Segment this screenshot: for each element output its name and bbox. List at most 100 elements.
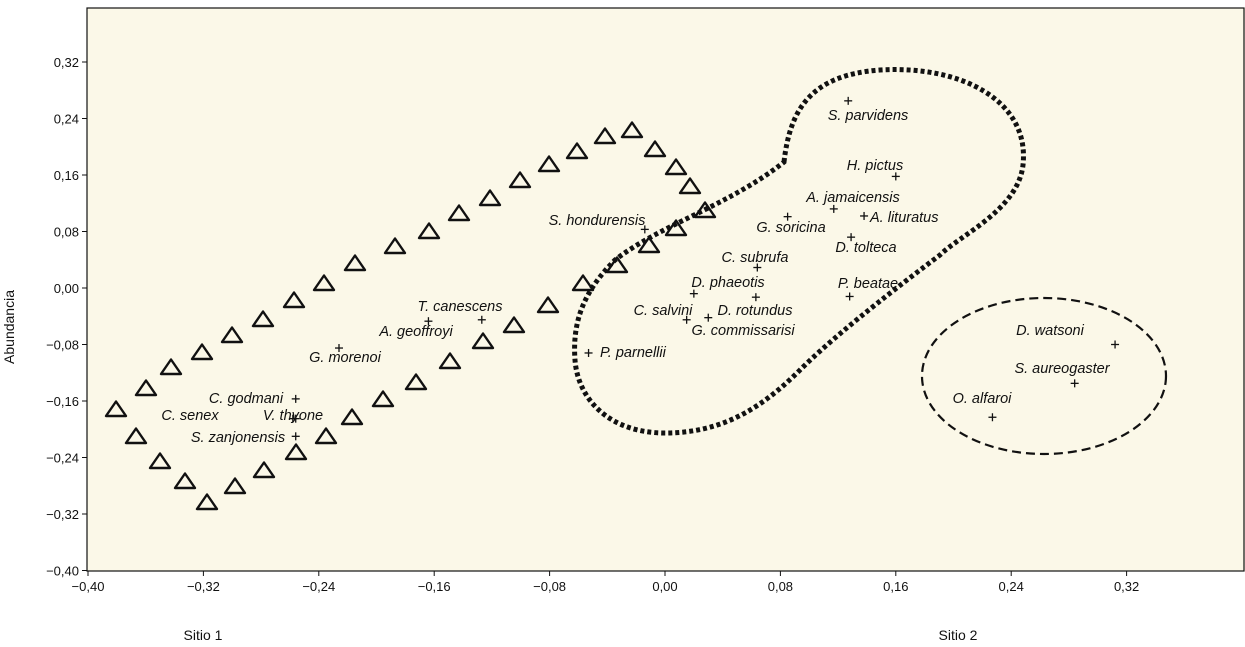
data-point — [682, 315, 691, 324]
y-tick-label: 0,24 — [54, 112, 79, 127]
point-label: D. rotundus — [718, 303, 793, 319]
triangle-marker — [678, 177, 702, 195]
x-tick-label: −0,16 — [418, 579, 451, 594]
data-point — [860, 211, 869, 220]
triangle-marker — [173, 472, 197, 490]
point-label: D. phaeotis — [691, 275, 764, 291]
site2-dashed-ellipse — [920, 296, 1168, 456]
triangle-marker — [148, 452, 172, 470]
triangle-marker — [620, 121, 644, 139]
triangle-marker — [371, 390, 395, 408]
point-label: C. godmani — [209, 391, 284, 407]
point-label: C. subrufa — [722, 250, 789, 266]
triangle-marker — [134, 379, 158, 397]
x-axis-title-left: Sitio 1 — [184, 627, 223, 643]
point-label: D. tolteca — [835, 240, 896, 256]
data-point — [891, 172, 900, 181]
triangle-marker — [159, 358, 183, 376]
data-point — [424, 317, 433, 326]
dotted-group-boundary — [572, 67, 1026, 436]
triangle-marker — [537, 155, 561, 173]
data-point — [844, 96, 853, 105]
triangle-marker — [223, 477, 247, 495]
point-label: O. alfaroi — [953, 391, 1013, 407]
triangle-marker — [340, 408, 364, 426]
data-point — [291, 414, 300, 423]
x-tick-label: 0,32 — [1114, 579, 1139, 594]
plot-background — [87, 8, 1245, 571]
data-point — [291, 432, 300, 441]
x-tick-label: 0,00 — [652, 579, 677, 594]
y-tick-label: 0,00 — [54, 281, 79, 296]
triangle-marker — [190, 343, 214, 361]
data-point — [689, 289, 698, 298]
point-label: C. salvini — [634, 303, 694, 319]
data-point — [829, 204, 838, 213]
triangle-marker — [383, 237, 407, 255]
triangle-marker — [343, 254, 367, 272]
triangle-marker — [643, 140, 667, 158]
point-label: P. beatae — [838, 276, 898, 292]
point-label: V. thyone — [263, 408, 323, 424]
y-tick-label: 0,32 — [54, 55, 79, 70]
y-tick-label: 0,16 — [54, 168, 79, 183]
point-label: A. lituratus — [869, 210, 939, 226]
x-axis: −0,40 −0,32 −0,24 −0,16 −0,08 0,00 0,08 0,16 0,2… — [72, 571, 1139, 594]
y-tick-label: −0,08 — [46, 338, 79, 353]
point-label: P. parnellii — [600, 345, 667, 361]
x-axis-title-right: Sitio 2 — [939, 627, 978, 643]
triangle-marker — [251, 310, 275, 328]
species-labels: S. parvidens H. pictus A. jamaicensis A. li… — [161, 108, 1110, 446]
point-label: G. commissarisi — [691, 323, 795, 339]
point-label: G. morenoi — [309, 350, 381, 366]
data-point — [783, 212, 792, 221]
point-label: S. parvidens — [828, 108, 909, 124]
triangle-marker — [124, 427, 148, 445]
triangle-marker — [404, 373, 428, 391]
x-tick-label: 0,08 — [768, 579, 793, 594]
triangle-marker — [447, 204, 471, 222]
triangle-marker — [536, 296, 560, 314]
data-point — [1070, 379, 1079, 388]
triangle-marker — [565, 142, 589, 160]
y-axis-title: Abundancia — [1, 290, 17, 364]
x-tick-label: −0,24 — [302, 579, 335, 594]
triangle-marker — [312, 274, 336, 292]
triangle-marker — [438, 352, 462, 370]
triangle-marker — [478, 189, 502, 207]
data-point — [584, 348, 593, 357]
data-point — [753, 263, 762, 272]
triangle-marker — [637, 236, 661, 254]
point-label: C. senex — [161, 408, 219, 424]
point-label: A. jamaicensis — [805, 190, 899, 206]
triangle-marker — [284, 443, 308, 461]
triangle-marker — [502, 316, 526, 334]
triangle-marker — [593, 127, 617, 145]
triangle-marker — [508, 171, 532, 189]
site1-triangle-boundary — [104, 121, 717, 511]
triangle-marker — [417, 222, 441, 240]
y-tick-label: −0,16 — [46, 394, 79, 409]
point-label: S. hondurensis — [549, 213, 646, 229]
y-tick-label: −0,40 — [46, 564, 79, 579]
data-point — [847, 233, 856, 242]
triangle-marker — [571, 274, 595, 292]
x-tick-label: −0,32 — [187, 579, 220, 594]
triangle-marker — [220, 326, 244, 344]
data-point — [640, 225, 649, 234]
y-tick-label: −0,24 — [46, 451, 79, 466]
scatter-points — [288, 96, 1120, 441]
point-label: S. aureogaster — [1014, 361, 1110, 377]
triangle-marker — [664, 158, 688, 176]
data-point — [1111, 340, 1120, 349]
x-tick-label: 0,24 — [999, 579, 1024, 594]
x-tick-label: −0,08 — [533, 579, 566, 594]
data-point — [704, 313, 713, 322]
triangle-marker — [314, 427, 338, 445]
y-tick-label: −0,32 — [46, 507, 79, 522]
y-tick-label: 0,08 — [54, 225, 79, 240]
triangle-marker — [104, 400, 128, 418]
x-tick-label: −0,40 — [72, 579, 105, 594]
triangle-marker — [282, 291, 306, 309]
